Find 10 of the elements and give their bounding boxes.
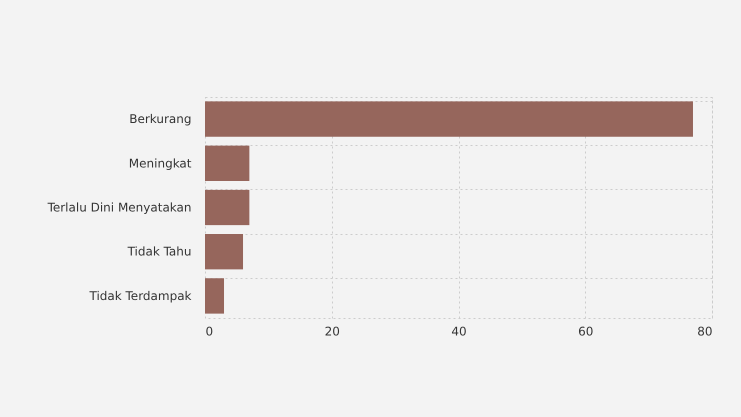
x-tick-label: 60 bbox=[578, 324, 594, 338]
x-tick-label: 0 bbox=[206, 324, 214, 338]
y-tick-label: Meningkat bbox=[128, 156, 192, 170]
y-tick-label: Tidak Terdampak bbox=[88, 288, 192, 303]
y-tick-label: Tidak Tahu bbox=[126, 244, 192, 259]
x-tick-label: 20 bbox=[324, 324, 340, 338]
x-tick-label: 40 bbox=[451, 324, 467, 338]
y-tick-label: Berkurang bbox=[129, 112, 192, 126]
y-tick-label: Terlalu Dini Menyatakan bbox=[46, 200, 192, 214]
x-tick-label: 80 bbox=[697, 324, 712, 338]
